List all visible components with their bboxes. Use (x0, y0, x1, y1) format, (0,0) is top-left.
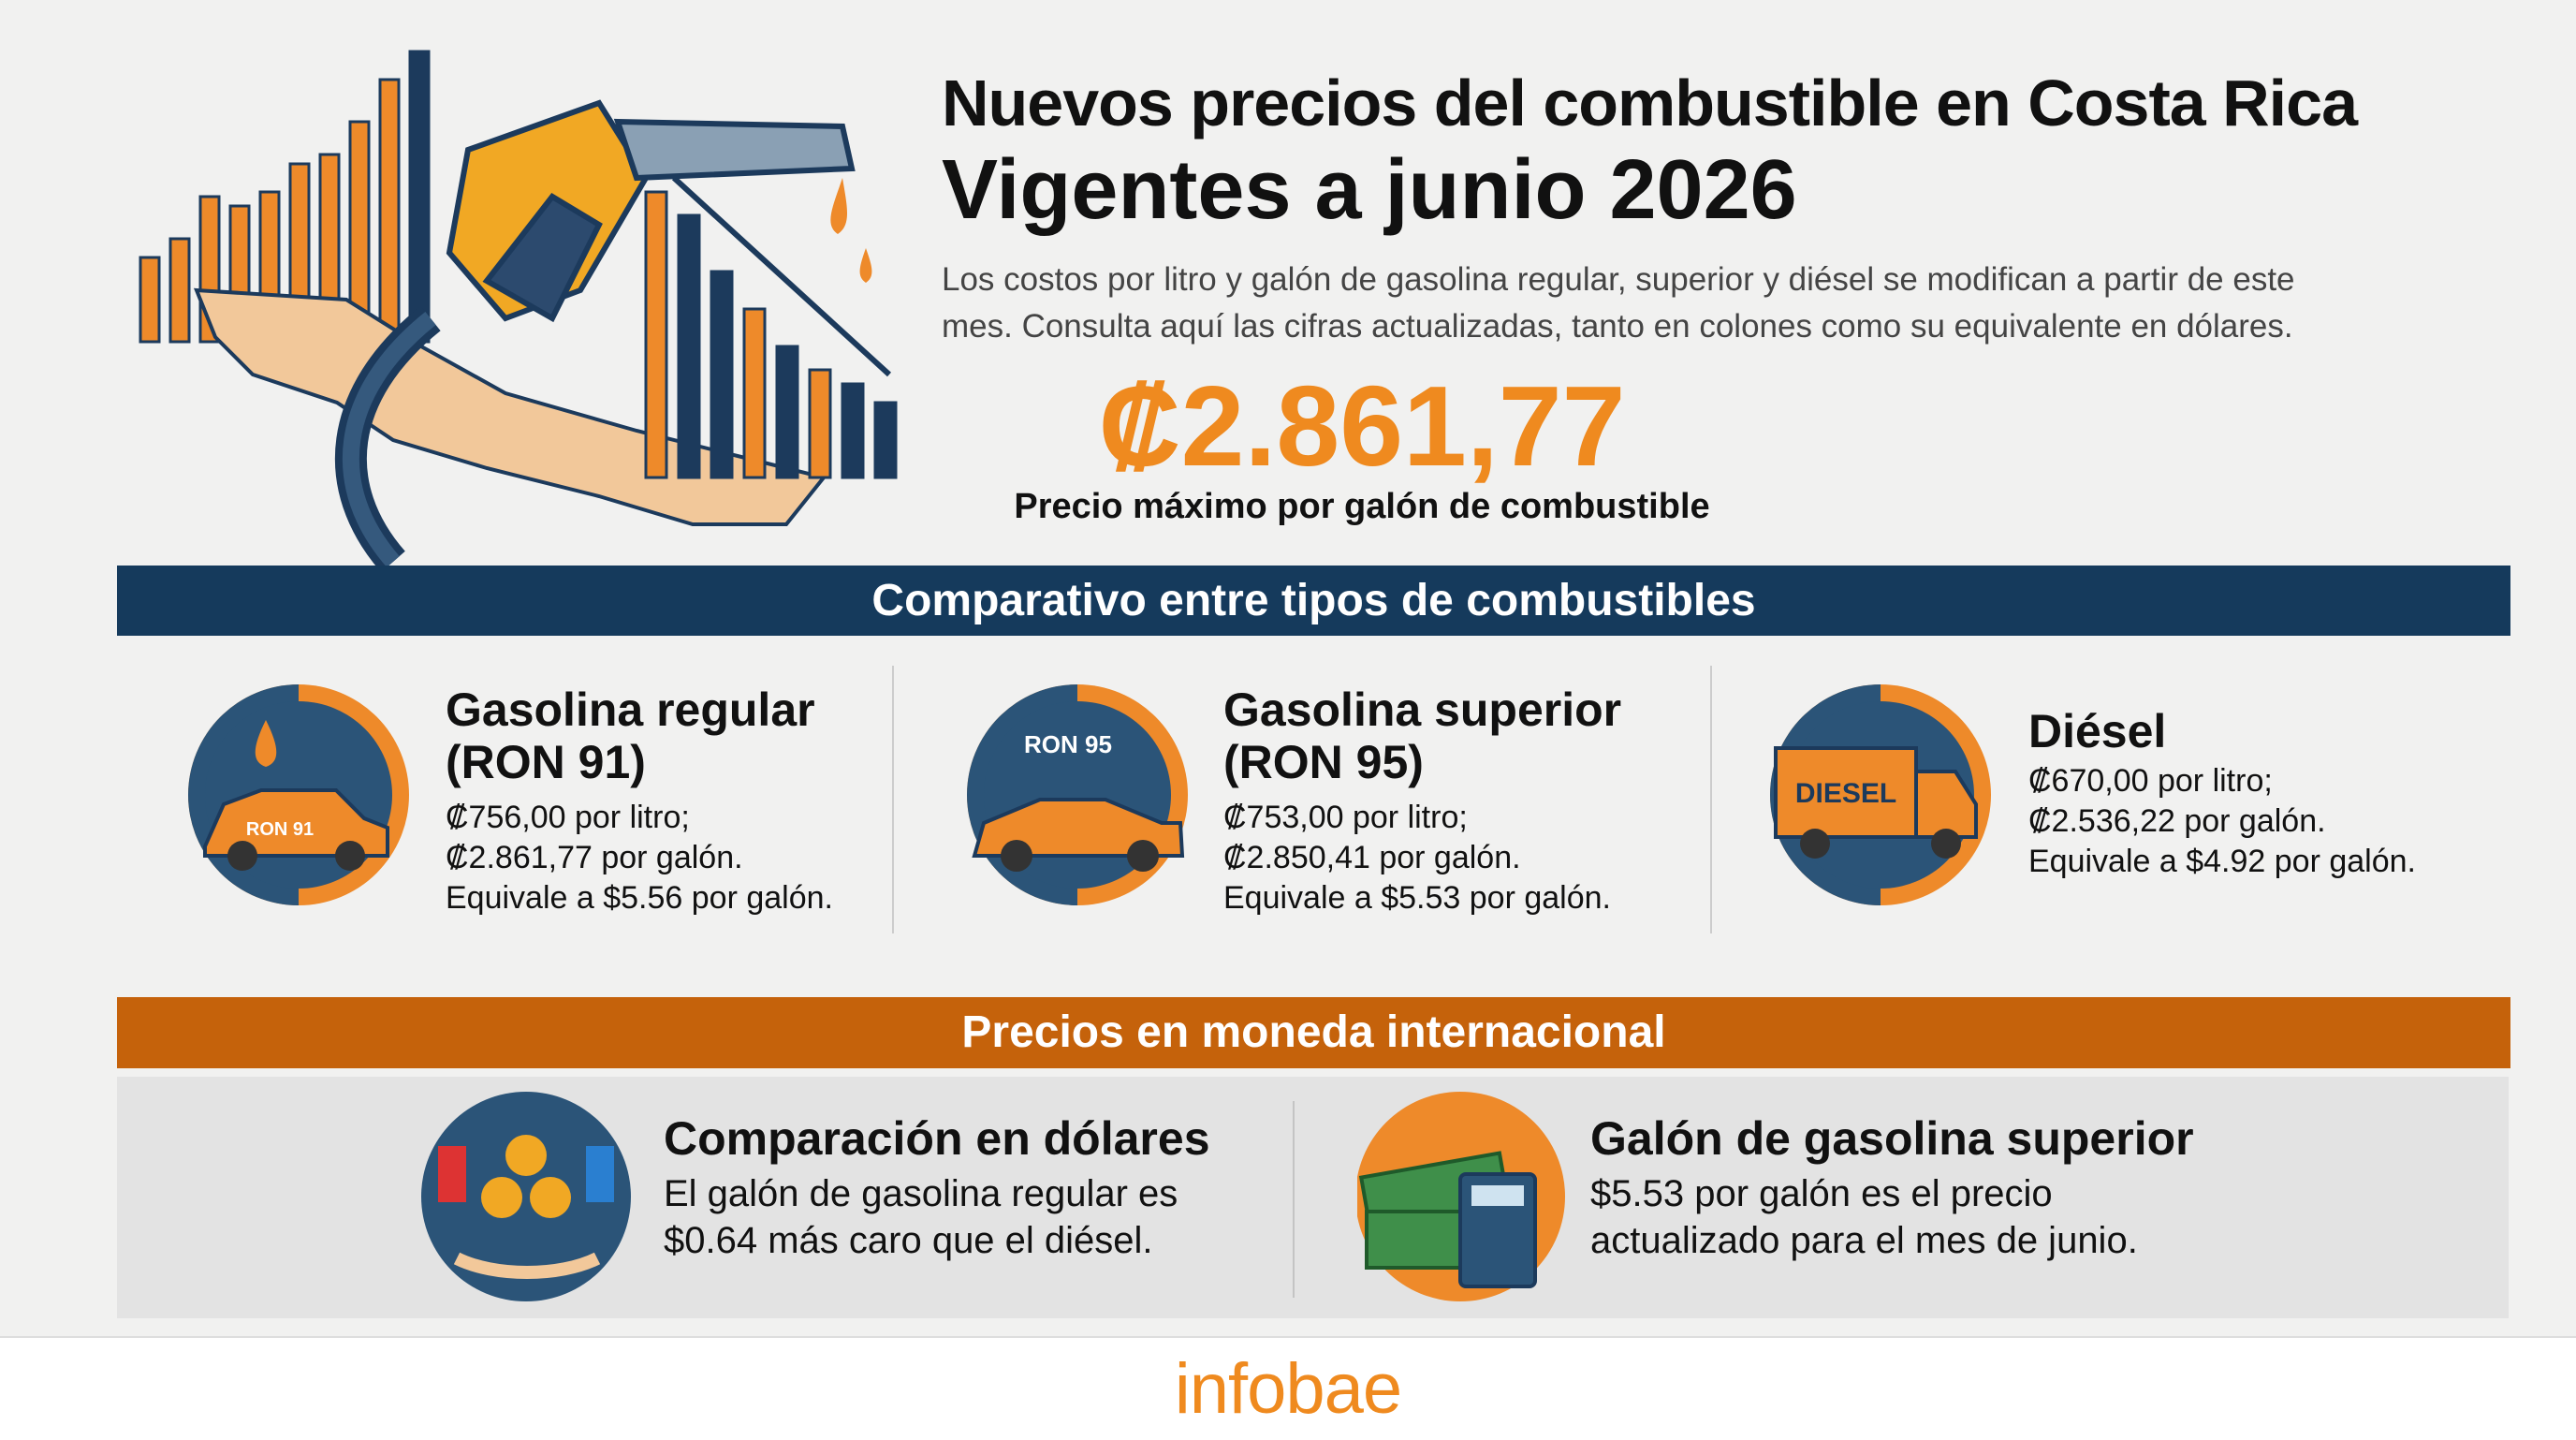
comparison-heading: Comparativo entre tipos de combustibles (117, 566, 2510, 636)
fuel-line: ₡2.861,77 por galón. (446, 840, 743, 875)
fuel-lines: ₡756,00 por litro; ₡2.861,77 por galón. … (446, 798, 886, 918)
bar-decor (408, 50, 431, 344)
calculator-screen (1471, 1185, 1524, 1206)
fuel-lines: ₡753,00 por litro; ₡2.850,41 por galón. … (1223, 798, 1691, 918)
pump-red (438, 1146, 466, 1202)
divider (1710, 666, 1712, 933)
hand (453, 1252, 601, 1279)
fuel-item: Diésel ₡670,00 por litro; ₡2.536,22 por … (2028, 705, 2534, 882)
fuel-lines: ₡670,00 por litro; ₡2.536,22 por galón. … (2028, 761, 2534, 882)
fuel-line: Equivale a $5.56 por galón. (446, 880, 833, 916)
title: Nuevos precios del combustible en Costa … (942, 66, 2358, 140)
wheel (1127, 840, 1159, 872)
trend-arrow (671, 175, 892, 377)
description: Los costos por litro y galón de gasolina… (942, 257, 2295, 350)
brand: infobae (1174, 1349, 1402, 1429)
wheel (227, 841, 257, 871)
highlight-price: ₡2.861,77 (1098, 362, 1626, 490)
regular-icon: RON 91 (188, 684, 409, 905)
fuel-line: ₡670,00 por litro; (2028, 763, 2273, 799)
drop (255, 720, 277, 767)
fuel-item: Gasolina regular (RON 91) ₡756,00 por li… (446, 683, 886, 918)
description-line: Los costos por litro y galón de gasolina… (942, 261, 2295, 298)
icon-label: RON 91 (246, 819, 314, 840)
icon-label: RON 95 (1024, 730, 1112, 758)
intl-line: actualizado para el mes de junio. (1590, 1220, 2138, 1261)
fuel-name: Gasolina regular (RON 91) (446, 683, 815, 788)
intl-title: Galón de gasolina superior (1590, 1112, 2194, 1165)
fuel-line: Equivale a $5.53 por galón. (1223, 880, 1611, 916)
intl-item: Comparación en dólares El galón de gasol… (664, 1112, 1210, 1264)
bar-decor (841, 382, 865, 479)
icon-label: DIESEL (1795, 778, 1896, 809)
bar-decor (378, 78, 401, 344)
fuel-line: ₡2.850,41 por galón. (1223, 840, 1521, 875)
hose (342, 311, 436, 567)
intl-line: $0.64 más caro que el diésel. (664, 1220, 1153, 1261)
fuel-name: Diésel (2028, 705, 2167, 757)
pump-blue (586, 1146, 614, 1202)
international-heading: Precios en moneda internacional (117, 997, 2510, 1068)
pump-handle (482, 193, 603, 323)
wheel (1001, 840, 1032, 872)
highlight-caption: Precio máximo por galón de combustible (1014, 487, 1710, 526)
fuel-item: Gasolina superior (RON 95) ₡753,00 por l… (1223, 683, 1691, 918)
wheel (335, 841, 365, 871)
divider (1293, 1101, 1295, 1298)
intl-line: $5.53 por galón es el precio (1590, 1173, 2053, 1214)
bar-decor (644, 190, 668, 479)
description-line: mes. Consulta aquí las cifras actualizad… (942, 308, 2293, 345)
divider (892, 666, 894, 933)
dollar-icon (421, 1092, 631, 1301)
bar-decor (168, 237, 191, 344)
falling-bars (644, 175, 898, 479)
bar-decor (742, 307, 767, 479)
icon-bg (421, 1092, 631, 1301)
coin (481, 1177, 522, 1218)
hero-illustration (139, 50, 898, 571)
intl-lines: El galón de gasolina regular es $0.64 má… (664, 1170, 1210, 1264)
diesel-icon: DIESEL (1770, 684, 1991, 905)
car (203, 788, 389, 858)
intl-item: Galón de gasolina superior $5.53 por gal… (1590, 1112, 2194, 1264)
wheel (1931, 829, 1961, 859)
bar-decor (710, 270, 734, 479)
fuel-line: ₡753,00 por litro; (1223, 800, 1468, 835)
bar-decor (808, 368, 832, 479)
bar-decor (139, 256, 161, 344)
truck-cab (1914, 770, 1978, 839)
intl-line: El galón de gasolina regular es (664, 1173, 1178, 1214)
fuel-drop (859, 248, 872, 283)
intl-title: Comparación en dólares (664, 1112, 1210, 1165)
sports-car (972, 798, 1185, 858)
bar-decor (775, 345, 799, 479)
bar-decor (677, 213, 701, 479)
coin (505, 1135, 547, 1176)
wheel (1800, 829, 1830, 859)
footer (0, 1336, 2576, 1440)
money-icon (1357, 1092, 1565, 1301)
fuel-line: ₡756,00 por litro; (446, 800, 690, 835)
fuel-line: Equivale a $4.92 por galón. (2028, 844, 2416, 879)
fuel-name: Gasolina superior (RON 95) (1223, 683, 1622, 788)
bar-decor (873, 401, 898, 479)
subtitle: Vigentes a junio 2026 (942, 143, 1797, 237)
intl-lines: $5.53 por galón es el precio actualizado… (1590, 1170, 2194, 1264)
fuel-drop (830, 178, 847, 234)
coin (530, 1177, 571, 1218)
fuel-line: ₡2.536,22 por galón. (2028, 803, 2326, 839)
pump-spout (613, 118, 856, 182)
superior-icon: RON 95 (967, 684, 1188, 905)
